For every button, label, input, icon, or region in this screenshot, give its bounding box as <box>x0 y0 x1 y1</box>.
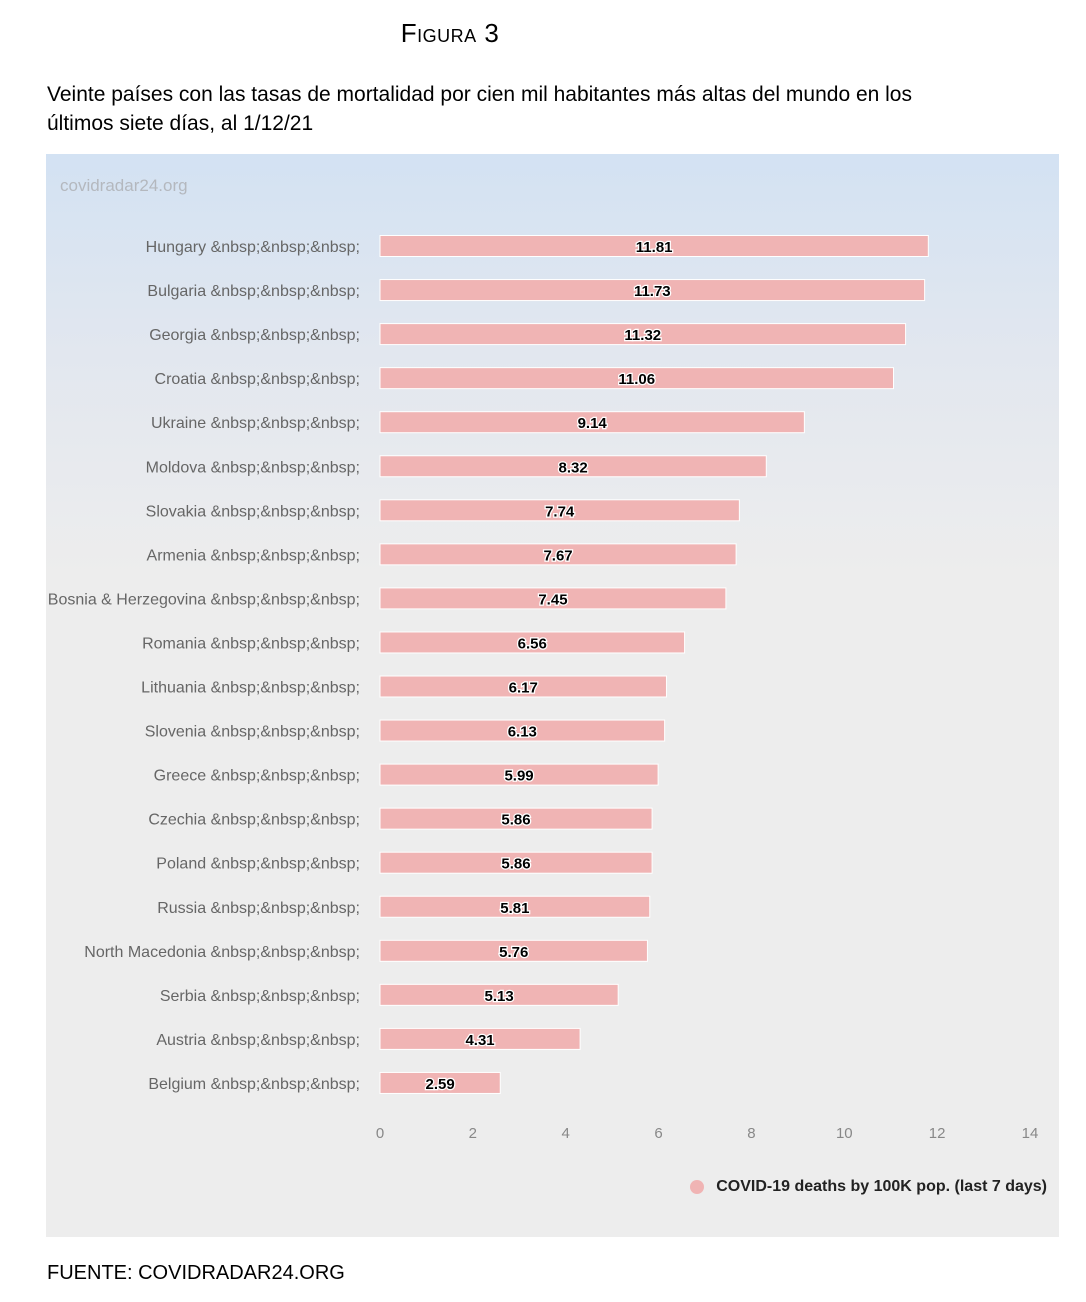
bar[interactable] <box>379 499 740 522</box>
x-tick-label: 12 <box>929 1125 946 1142</box>
bar[interactable] <box>379 367 894 390</box>
data-label: 7.74 <box>545 503 575 520</box>
category-label: Georgia &nbsp;&nbsp;&nbsp; <box>149 327 360 344</box>
category-label: Moldova &nbsp;&nbsp;&nbsp; <box>146 459 360 476</box>
category-label: Czechia &nbsp;&nbsp;&nbsp; <box>148 812 360 829</box>
bar[interactable] <box>379 411 805 434</box>
data-label: 8.32 <box>559 459 588 476</box>
category-label: Ukraine &nbsp;&nbsp;&nbsp; <box>151 415 360 432</box>
bar[interactable] <box>379 851 653 874</box>
bar[interactable] <box>379 1027 581 1050</box>
x-tick-label: 2 <box>469 1125 477 1142</box>
chart-watermark: covidradar24.org <box>60 176 188 195</box>
x-tick-label: 8 <box>747 1125 755 1142</box>
data-label: 6.13 <box>508 724 537 741</box>
bar[interactable] <box>379 587 727 610</box>
data-label: 6.17 <box>509 680 538 697</box>
data-label: 5.76 <box>499 944 528 961</box>
bar[interactable] <box>379 939 648 962</box>
bar[interactable] <box>379 631 686 654</box>
legend-label: COVID-19 deaths by 100K pop. (last 7 day… <box>716 1178 1047 1195</box>
data-label: 7.67 <box>543 547 572 564</box>
data-label: 11.32 <box>624 327 661 344</box>
source-note: FUENTE: COVIDRADAR24.ORG <box>47 1262 345 1284</box>
category-label: Croatia &nbsp;&nbsp;&nbsp; <box>155 371 360 388</box>
data-label: 7.45 <box>538 591 567 608</box>
chart-panel: covidradar24.org Hungary &nbsp;&nbsp;&nb… <box>46 154 1059 1237</box>
data-label: 5.81 <box>500 900 529 917</box>
x-tick-label: 6 <box>654 1125 662 1142</box>
bar[interactable] <box>379 675 667 698</box>
bar[interactable] <box>379 543 737 566</box>
data-label: 5.86 <box>501 856 530 873</box>
bar[interactable] <box>379 763 659 786</box>
category-label: Lithuania &nbsp;&nbsp;&nbsp; <box>141 680 360 697</box>
figure-title: Veinte países con las tasas de mortalida… <box>47 83 912 135</box>
category-label: Austria &nbsp;&nbsp;&nbsp; <box>156 1032 360 1049</box>
x-tick-label: 14 <box>1022 1125 1039 1142</box>
data-label: 9.14 <box>578 415 608 432</box>
category-label: Armenia &nbsp;&nbsp;&nbsp; <box>147 547 360 564</box>
bar[interactable] <box>379 983 619 1006</box>
category-label: Slovakia &nbsp;&nbsp;&nbsp; <box>146 503 360 520</box>
chart-legend[interactable]: COVID-19 deaths by 100K pop. (last 7 day… <box>690 1178 1047 1196</box>
category-label: Greece &nbsp;&nbsp;&nbsp; <box>154 768 360 785</box>
data-label: 5.13 <box>484 988 513 1005</box>
category-label: Serbia &nbsp;&nbsp;&nbsp; <box>160 988 360 1005</box>
bar[interactable] <box>379 807 653 830</box>
category-label: Slovenia &nbsp;&nbsp;&nbsp; <box>145 724 360 741</box>
category-label: Bulgaria &nbsp;&nbsp;&nbsp; <box>147 283 360 300</box>
category-label: Russia &nbsp;&nbsp;&nbsp; <box>157 900 360 917</box>
x-tick-label: 10 <box>836 1125 853 1142</box>
category-label: Poland &nbsp;&nbsp;&nbsp; <box>156 856 360 873</box>
data-label: 4.31 <box>465 1032 494 1049</box>
data-label: 2.59 <box>426 1076 455 1093</box>
bar[interactable] <box>379 279 926 302</box>
data-label: 5.86 <box>501 812 530 829</box>
figure-label: Figura 3 <box>400 18 500 48</box>
bar[interactable] <box>379 323 907 346</box>
category-label: North Macedonia &nbsp;&nbsp;&nbsp; <box>84 944 360 961</box>
category-label: Bosnia & Herzegovina &nbsp;&nbsp;&nbsp; <box>48 591 360 608</box>
x-tick-label: 0 <box>376 1125 384 1142</box>
category-label: Romania &nbsp;&nbsp;&nbsp; <box>142 635 360 652</box>
bar-chart: Hungary &nbsp;&nbsp;&nbsp; 11.81 Bulgaria … <box>48 235 1039 1142</box>
bar[interactable] <box>379 235 929 257</box>
bar[interactable] <box>379 455 767 478</box>
x-tick-label: 4 <box>562 1125 570 1142</box>
legend-swatch-icon <box>690 1180 705 1194</box>
data-label: 11.06 <box>618 371 655 388</box>
data-label: 11.73 <box>634 283 671 300</box>
data-label: 11.81 <box>636 239 673 256</box>
category-label: Hungary &nbsp;&nbsp;&nbsp; <box>146 239 360 256</box>
bar[interactable] <box>379 895 651 918</box>
bar[interactable] <box>379 1071 501 1094</box>
category-label: Belgium &nbsp;&nbsp;&nbsp; <box>148 1076 360 1093</box>
data-label: 5.99 <box>504 768 533 785</box>
data-label: 6.56 <box>518 635 547 652</box>
bar[interactable] <box>379 719 666 742</box>
